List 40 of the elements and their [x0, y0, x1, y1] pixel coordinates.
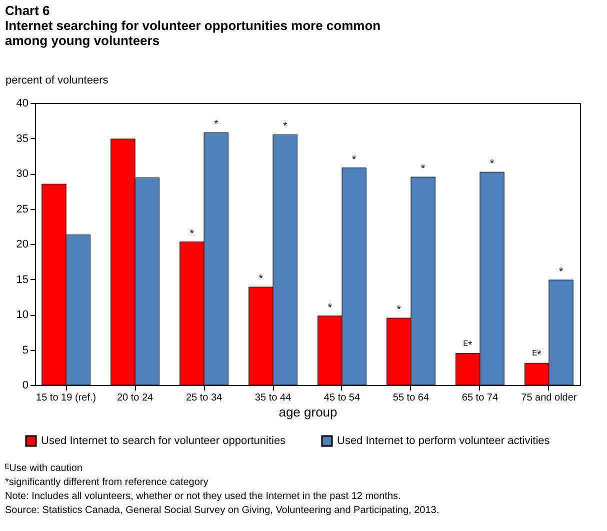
data-label: * — [328, 302, 333, 314]
text: Internet searching for volunteer opportunities more common — [5, 18, 381, 33]
data-label: * — [214, 118, 219, 131]
x-tick-label: 25 to 34 — [186, 392, 223, 404]
data-label: * — [352, 154, 357, 166]
y-tick-label: 15 — [16, 274, 28, 286]
data-label: * — [558, 266, 564, 278]
data-label: ᴱ* — [532, 349, 542, 362]
y-tick-label: 0 — [22, 380, 28, 392]
data-label: * — [258, 273, 264, 286]
text: ᴱUse with caution — [5, 463, 82, 474]
x-tick-label: 75 and older — [521, 392, 578, 404]
text: Chart 6 — [5, 3, 50, 18]
x-axis-title: age group — [278, 404, 338, 420]
data-label: * — [396, 304, 402, 316]
text: Note: Includes all volunteers, whether or not they used the Internet in the past 12 months. — [5, 491, 401, 502]
data-label: ᴱ* — [463, 339, 474, 352]
x-tick-label: 55 to 64 — [392, 392, 430, 404]
x-tick-label: 45 to 54 — [324, 392, 360, 404]
y-tick-label: 10 — [16, 309, 28, 321]
x-tick-label: 20 to 24 — [116, 392, 154, 404]
legend-label: Used Internet to search for volunteer opportunities — [41, 435, 286, 447]
x-tick-label: 15 to 19 (ref.) — [36, 392, 96, 404]
y-axis-title: percent of volunteers — [6, 74, 109, 86]
data-label: * — [190, 228, 195, 240]
text: among young volunteers — [5, 33, 160, 48]
data-label: * — [282, 120, 288, 133]
y-tick-label: 35 — [16, 132, 28, 145]
data-label: * — [490, 158, 495, 170]
data-label: * — [420, 163, 426, 176]
y-tick-label: 40 — [16, 98, 28, 110]
text: *significantly different from reference category — [5, 477, 208, 488]
y-tick-label: 5 — [22, 344, 28, 356]
x-tick-label: 65 to 74 — [462, 392, 498, 404]
y-tick-label: 30 — [16, 168, 28, 180]
x-tick-label: 35 to 44 — [254, 392, 292, 404]
source-note: Source: Statistics Canada, General Social Survey on Giving, Volunteering and Participating, 2013. — [5, 505, 440, 516]
y-tick-label: 25 — [16, 203, 28, 216]
legend-label: Used Internet to perform volunteer activities — [337, 435, 550, 447]
y-tick-label: 20 — [16, 238, 28, 250]
